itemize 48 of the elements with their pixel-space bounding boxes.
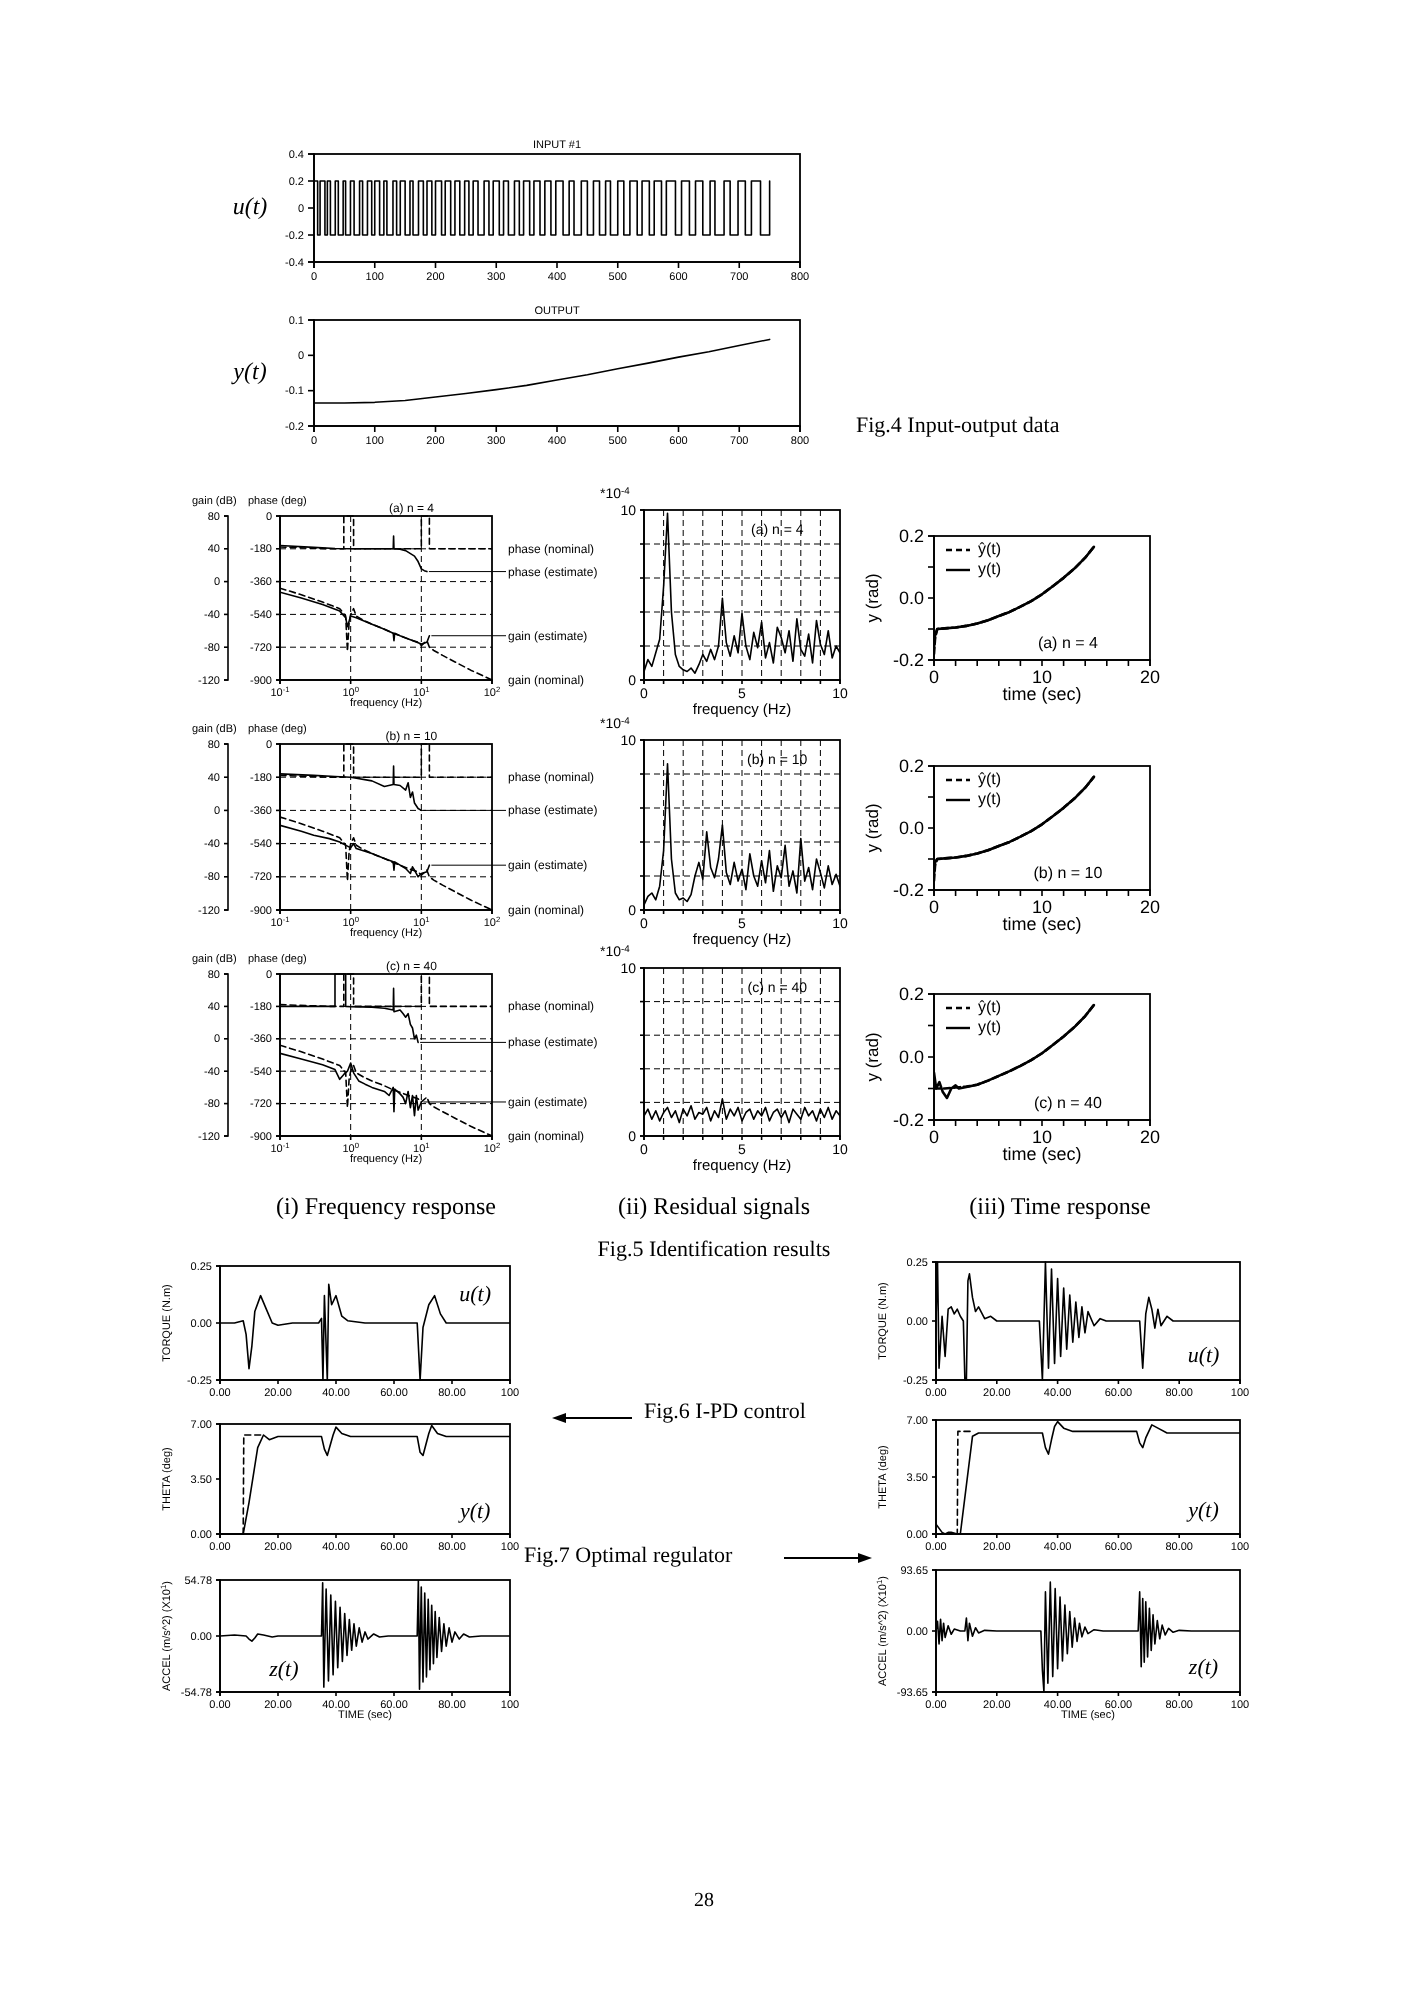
y-axis-title: y (rad) [862, 573, 882, 623]
y-tick-label: 0.0 [898, 817, 924, 838]
text: y(t) [457, 1499, 492, 1524]
caption: Fig.6 I-PD control [644, 1400, 806, 1424]
y-tick-label: -0.2 [892, 879, 924, 900]
series-label: z(t) [1186, 1654, 1219, 1679]
x-tick-label: 10 [1031, 666, 1053, 687]
text: (b) n = 10 [1033, 864, 1104, 882]
line-series [936, 1420, 1240, 1535]
series-label: z(t) [267, 1656, 300, 1681]
y-tick-label: 0.2 [898, 525, 924, 546]
caption: Fig.5 Identification results [597, 1238, 831, 1262]
text: (i) Frequency response [276, 1192, 496, 1220]
text: 28 [694, 1890, 714, 1912]
x-tick-label: 10 [1031, 1126, 1053, 1147]
text: (a) n = 4 [1037, 634, 1100, 652]
caption: Fig.7 Optimal regulator [524, 1544, 734, 1568]
legend-label: y(t) [978, 560, 1002, 579]
series-label: u(t) [459, 1281, 492, 1306]
x-tick-label: 10 [1031, 896, 1053, 917]
y-axis-title: y(t) [231, 356, 267, 385]
text: (c) n = 40 [1033, 1094, 1104, 1112]
y-tick-label: -0.2 [892, 649, 924, 670]
y-tick-label: -0.2 [892, 1109, 924, 1130]
x-axis-title: time (sec) [1002, 1144, 1082, 1164]
caption: Fig.4 Input-output data [856, 414, 1060, 438]
legend-label: ŷ(t) [978, 540, 1002, 559]
legend-label: y(t) [978, 790, 1002, 809]
legend-label: y(t) [978, 1018, 1002, 1037]
y-tick-label: 0.0 [898, 587, 924, 608]
text: (iii) Time response [969, 1192, 1151, 1220]
x-axis-title: time (sec) [1002, 914, 1082, 934]
text: y(t) [1186, 1498, 1220, 1523]
x-tick-label: 20 [1139, 896, 1161, 917]
y-axis-title: y (rad) [862, 803, 882, 853]
line-series [644, 512, 840, 674]
x-tick-label: 20 [1139, 1126, 1161, 1147]
y-tick-label: 0.2 [898, 983, 924, 1004]
series-label: u(t) [1187, 1343, 1221, 1368]
y-tick-label: 0.2 [898, 755, 924, 776]
x-axis-title: time (sec) [1002, 684, 1082, 704]
x-tick-label: 20 [1139, 666, 1161, 687]
y-axis-title: y (rad) [862, 1032, 882, 1082]
legend-label: ŷ(t) [978, 770, 1002, 789]
legend-label: ŷ(t) [978, 998, 1002, 1017]
text: (ii) Residual signals [618, 1192, 811, 1220]
y-tick-label: 0.0 [898, 1046, 924, 1067]
y-axis-title: u(t) [232, 191, 268, 220]
